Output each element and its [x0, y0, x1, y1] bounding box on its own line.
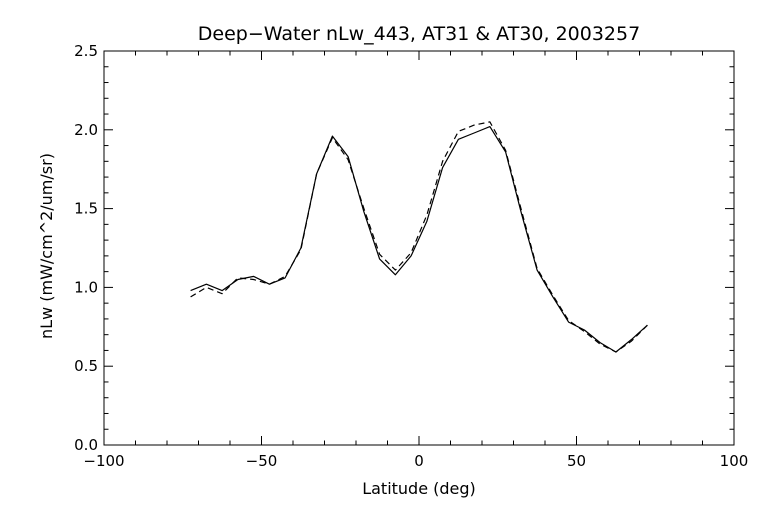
- y-axis-label: nLw (mW/cm^2/um/sr): [37, 153, 56, 339]
- y-tick-label: 2.5: [74, 42, 98, 60]
- x-tick-label: 0: [414, 452, 424, 470]
- series-line-solid: [190, 125, 648, 353]
- x-axis-label: Latitude (deg): [362, 479, 476, 498]
- chart-title: Deep−Water nLw_443, AT31 & AT30, 2003257: [198, 23, 640, 45]
- x-tick-label: −50: [246, 452, 278, 470]
- y-tick-label: 0.0: [74, 436, 98, 454]
- x-tick-label: 50: [567, 452, 586, 470]
- y-tick-label: 1.5: [74, 200, 98, 218]
- y-tick-label: 2.0: [74, 121, 98, 139]
- y-tick-label: 0.5: [74, 357, 98, 375]
- y-tick-label: 1.0: [74, 278, 98, 296]
- x-tick-label: 100: [720, 452, 749, 470]
- series-line-dashed: [190, 121, 648, 353]
- x-tick-label: −100: [83, 452, 124, 470]
- plot-frame: [103, 50, 735, 446]
